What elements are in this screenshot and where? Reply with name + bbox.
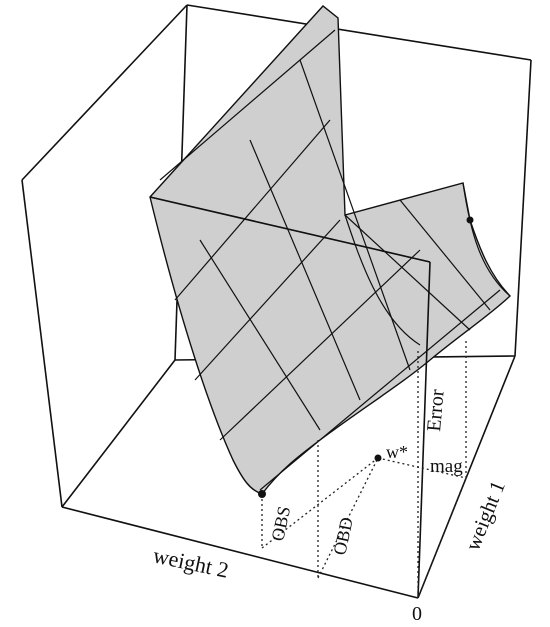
surface-mesh bbox=[149, 29, 511, 491]
obs-surface-point bbox=[258, 490, 266, 498]
bounding-box-front bbox=[149, 196, 431, 599]
construction-lines bbox=[261, 340, 467, 599]
wstar-point bbox=[374, 454, 382, 462]
weight1-axis-label: weight 1 bbox=[460, 477, 510, 554]
wstar-label: w* bbox=[386, 442, 408, 462]
obs-label: OBS bbox=[267, 504, 294, 542]
mag-label: mag bbox=[430, 456, 463, 477]
corner-point bbox=[466, 216, 474, 224]
error-surface bbox=[149, 5, 511, 495]
origin-label: 0 bbox=[412, 603, 422, 625]
obd-label: OBD bbox=[329, 515, 356, 556]
weight2-axis-label: weight 2 bbox=[151, 542, 231, 582]
error-axis-label: Error bbox=[423, 388, 449, 432]
